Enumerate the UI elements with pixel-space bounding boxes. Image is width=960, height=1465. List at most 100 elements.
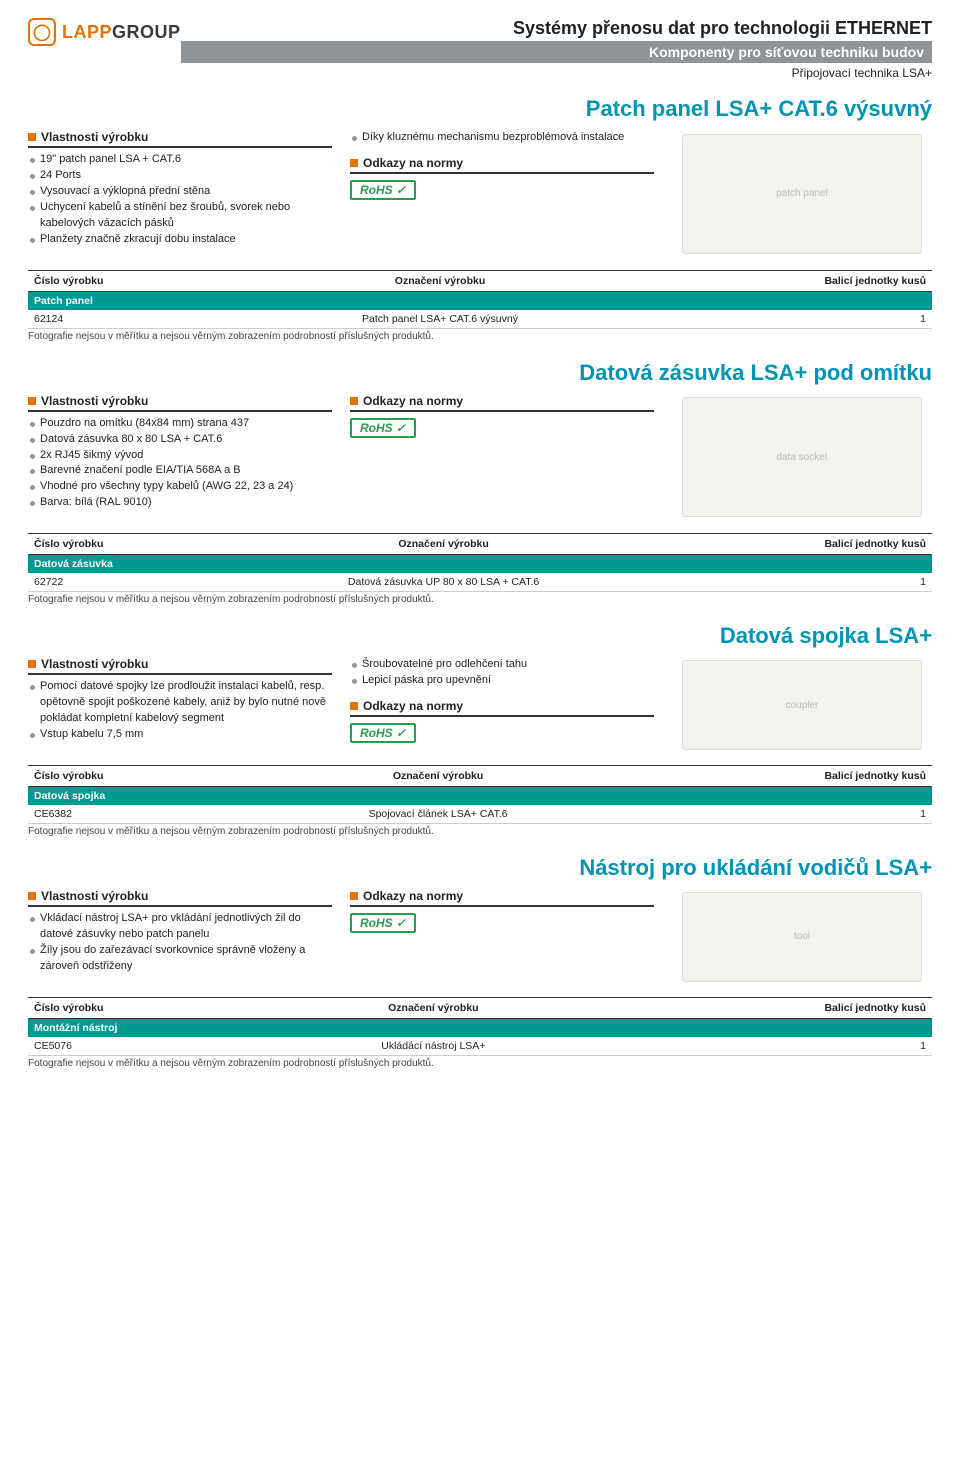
col-desc: Označení výrobku (265, 997, 603, 1018)
p2-num: 62722 (28, 573, 213, 592)
col-qty: Balicí jednotky kusů (649, 270, 932, 291)
product-1: Patch panel LSA+ CAT.6 výsuvný Vlastnost… (28, 96, 932, 342)
norms-heading: Odkazy na normy (350, 156, 654, 174)
page-header: ◯ LAPPGROUP Systémy přenosu dat pro tech… (28, 18, 932, 80)
product-3-image: coupler (682, 660, 922, 750)
p3-num: CE6382 (28, 805, 241, 824)
rohs-badge-icon: RoHS (350, 723, 416, 743)
list-item: Lepicí páska pro upevnění (350, 673, 654, 689)
rohs-badge-icon: RoHS (350, 180, 416, 200)
features-heading: Vlastnosti výrobku (28, 130, 332, 148)
footnote: Fotografie nejsou v měřítku a nejsou věr… (28, 331, 932, 342)
list-item: Vstup kabelu 7,5 mm (28, 727, 332, 743)
p4-desc: Ukládácí nástroj LSA+ (265, 1037, 603, 1056)
table-header-row: Číslo výrobku Označení výrobku Balicí je… (28, 534, 932, 555)
title-bar: Komponenty pro síťovou techniku budov (181, 41, 932, 63)
p3-desc: Spojovací článek LSA+ CAT.6 (241, 805, 636, 824)
product-1-table: Číslo výrobku Označení výrobku Balicí je… (28, 270, 932, 329)
list-item: 2x RJ45 šikmý vývod (28, 448, 332, 464)
category-row: Patch panel (28, 291, 932, 310)
list-item: Vkládací nástroj LSA+ pro vkládání jedno… (28, 911, 332, 943)
footnote: Fotografie nejsou v měřítku a nejsou věr… (28, 1058, 932, 1069)
product-4-table: Číslo výrobku Označení výrobku Balicí je… (28, 997, 932, 1056)
col-desc: Označení výrobku (231, 270, 649, 291)
product-3-table: Číslo výrobku Označení výrobku Balicí je… (28, 765, 932, 824)
p3-features-left: Pomocí datové spojky lze prodloužit inst… (28, 679, 332, 743)
list-item: Pouzdro na omítku (84x84 mm) strana 437 (28, 416, 332, 432)
table-row: 62722 Datová zásuvka UP 80 x 80 LSA + CA… (28, 573, 932, 592)
product-1-title: Patch panel LSA+ CAT.6 výsuvný (28, 96, 932, 122)
col-qty: Balicí jednotky kusů (635, 766, 932, 787)
p1-features-right: Díky kluznému mechanismu bezproblémová i… (350, 130, 654, 146)
product-2-title: Datová zásuvka LSA+ pod omítku (28, 360, 932, 386)
p2-category: Datová zásuvka (28, 555, 932, 574)
p1-category: Patch panel (28, 291, 932, 310)
col-qty: Balicí jednotky kusů (602, 997, 932, 1018)
product-1-image: patch panel (682, 134, 922, 254)
list-item: Šroubovatelné pro odlehčení tahu (350, 657, 654, 673)
p3-qty: 1 (635, 805, 932, 824)
product-2-image: data socket (682, 397, 922, 517)
list-item: Pomocí datové spojky lze prodloužit inst… (28, 679, 332, 727)
product-3: Datová spojka LSA+ Vlastnosti výrobku Po… (28, 623, 932, 837)
p4-num: CE5076 (28, 1037, 265, 1056)
list-item: Vysouvací a výklopná přední stěna (28, 184, 332, 200)
p1-qty: 1 (649, 310, 932, 329)
footnote: Fotografie nejsou v měřítku a nejsou věr… (28, 826, 932, 837)
col-num: Číslo výrobku (28, 766, 241, 787)
col-num: Číslo výrobku (28, 270, 231, 291)
p4-category: Montážní nástroj (28, 1018, 932, 1037)
p1-num: 62124 (28, 310, 231, 329)
list-item: Žíly jsou do zařezávací svorkovnice sprá… (28, 943, 332, 975)
table-header-row: Číslo výrobku Označení výrobku Balicí je… (28, 997, 932, 1018)
p4-features-left: Vkládací nástroj LSA+ pro vkládání jedno… (28, 911, 332, 975)
logo: ◯ LAPPGROUP (28, 18, 181, 46)
category-row: Montážní nástroj (28, 1018, 932, 1037)
table-row: 62124 Patch panel LSA+ CAT.6 výsuvný 1 (28, 310, 932, 329)
col-desc: Označení výrobku (241, 766, 636, 787)
p2-qty: 1 (674, 573, 932, 592)
table-row: CE5076 Ukládácí nástroj LSA+ 1 (28, 1037, 932, 1056)
features-heading: Vlastnosti výrobku (28, 657, 332, 675)
col-num: Číslo výrobku (28, 997, 265, 1018)
table-header-row: Číslo výrobku Označení výrobku Balicí je… (28, 270, 932, 291)
list-item: Planžety značně zkracují dobu instalace (28, 232, 332, 248)
list-item: Vhodné pro všechny typy kabelů (AWG 22, … (28, 479, 332, 495)
table-header-row: Číslo výrobku Označení výrobku Balicí je… (28, 766, 932, 787)
features-heading: Vlastnosti výrobku (28, 889, 332, 907)
p3-features-right: Šroubovatelné pro odlehčení tahuLepicí p… (350, 657, 654, 689)
p1-features-left: 19" patch panel LSA + CAT.624 PortsVysou… (28, 152, 332, 248)
list-item: Uchycení kabelů a stínění bez šroubů, sv… (28, 200, 332, 232)
header-titles: Systémy přenosu dat pro technologii ETHE… (181, 18, 932, 80)
list-item: Barevné značení podle EIA/TIA 568A a B (28, 463, 332, 479)
col-num: Číslo výrobku (28, 534, 213, 555)
norms-heading: Odkazy na normy (350, 889, 654, 907)
logo-brand1: LAPP (62, 22, 112, 42)
list-item: Datová zásuvka 80 x 80 LSA + CAT.6 (28, 432, 332, 448)
table-row: CE6382 Spojovací článek LSA+ CAT.6 1 (28, 805, 932, 824)
title-sub2: Připojovací technika LSA+ (181, 63, 932, 80)
col-desc: Označení výrobku (213, 534, 675, 555)
p4-qty: 1 (602, 1037, 932, 1056)
rohs-badge-icon: RoHS (350, 418, 416, 438)
col-qty: Balicí jednotky kusů (674, 534, 932, 555)
p3-category: Datová spojka (28, 787, 932, 806)
logo-brand2: GROUP (112, 22, 181, 42)
footnote: Fotografie nejsou v měřítku a nejsou věr… (28, 594, 932, 605)
title-main: Systémy přenosu dat pro technologii ETHE… (181, 18, 932, 39)
features-heading: Vlastnosti výrobku (28, 394, 332, 412)
p2-features-left: Pouzdro na omítku (84x84 mm) strana 437D… (28, 416, 332, 512)
rohs-badge-icon: RoHS (350, 913, 416, 933)
category-row: Datová spojka (28, 787, 932, 806)
list-item: 24 Ports (28, 168, 332, 184)
logo-mark-icon: ◯ (28, 18, 56, 46)
p2-desc: Datová zásuvka UP 80 x 80 LSA + CAT.6 (213, 573, 675, 592)
product-4-title: Nástroj pro ukládání vodičů LSA+ (28, 855, 932, 881)
product-4-image: tool (682, 892, 922, 982)
logo-text: LAPPGROUP (62, 22, 181, 43)
product-2: Datová zásuvka LSA+ pod omítku Vlastnost… (28, 360, 932, 606)
norms-heading: Odkazy na normy (350, 699, 654, 717)
list-item: Díky kluznému mechanismu bezproblémová i… (350, 130, 654, 146)
norms-heading: Odkazy na normy (350, 394, 654, 412)
list-item: 19" patch panel LSA + CAT.6 (28, 152, 332, 168)
